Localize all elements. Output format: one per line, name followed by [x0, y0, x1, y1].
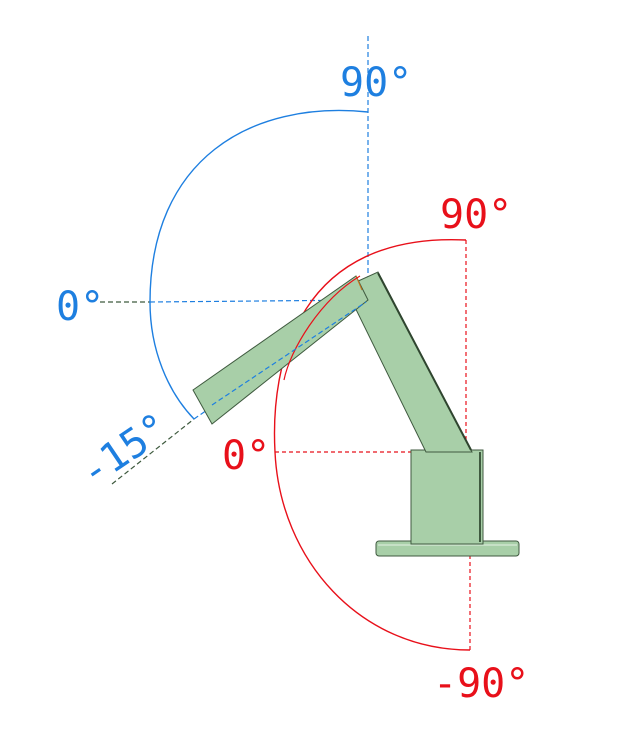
red-0-label: 0°: [222, 433, 270, 479]
base-column: [410, 449, 484, 545]
blue-neg15-label: -15°: [72, 404, 178, 496]
upper-arm-link: [192, 275, 369, 425]
red-90-label: 90°: [440, 192, 512, 238]
blue-0-label: 0°: [56, 284, 104, 330]
red-guides: [275, 240, 471, 650]
blue-90-label: 90°: [340, 60, 412, 106]
red-range-arc-overlay: [283, 275, 361, 381]
red-range-arc: [273, 239, 471, 651]
lower-arm-link: [344, 271, 473, 453]
blue-neg-guide-dark: [111, 418, 195, 485]
lower-arm-link-shade: [377, 272, 472, 451]
red-neg90-label: -90°: [433, 661, 529, 707]
blue-range-arc: [149, 109, 369, 420]
blue-zero-guide: [149, 299, 369, 303]
blue-neg-guide-overlay: [211, 301, 367, 406]
robot-arm: [192, 271, 520, 557]
